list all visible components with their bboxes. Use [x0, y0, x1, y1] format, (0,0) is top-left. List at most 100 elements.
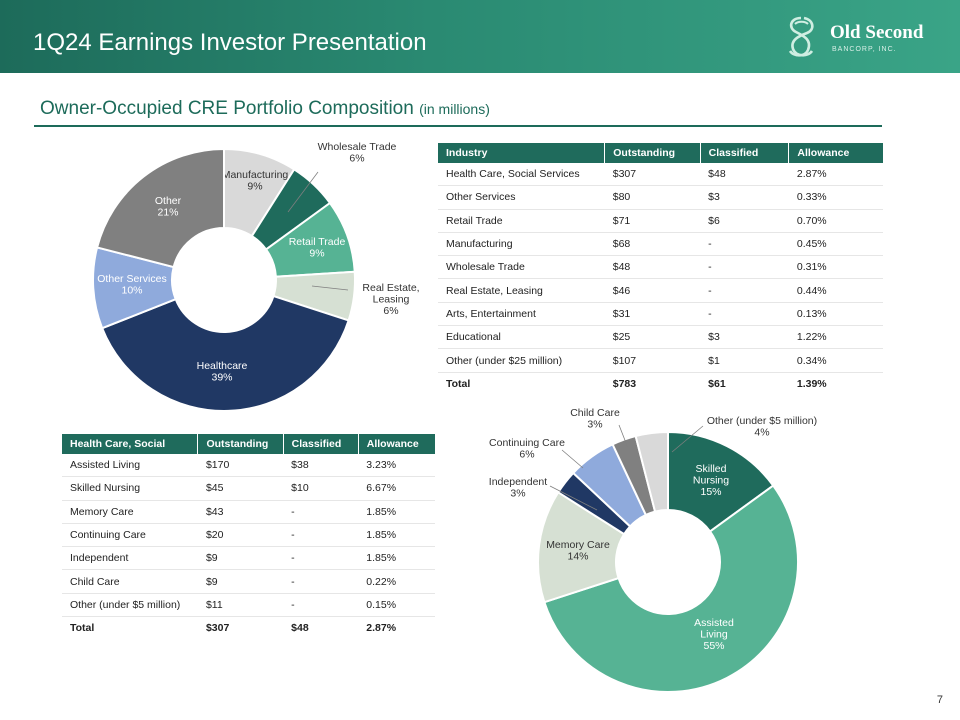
column-header: Outstanding	[604, 143, 701, 163]
table-cell: Manufacturing	[438, 232, 605, 257]
title-bar: 1Q24 Earnings Investor Presentation Old …	[0, 0, 960, 73]
page-number: 7	[936, 694, 943, 706]
slice-label: Memory Care 14%	[546, 539, 610, 563]
table-cell: 1.22%	[788, 325, 883, 350]
table-row: Educational $25 $3 1.22%	[438, 325, 883, 350]
slice-label: Child Care 3%	[570, 407, 620, 431]
slice-name: Continuing Care	[489, 437, 565, 449]
healthcare-table: Health Care, Social Outstanding Classified…	[62, 434, 435, 639]
column-header: Allowance	[788, 143, 883, 163]
slice-other-under-5-million	[634, 430, 669, 513]
table-cell: Other Services	[438, 185, 605, 210]
table-cell: $11	[197, 593, 284, 618]
slice-memory-care	[537, 490, 626, 604]
table-cell: Other (under $5 million)	[62, 593, 198, 618]
section-divider	[34, 125, 882, 127]
table-cell: $6	[700, 209, 789, 233]
slice-percent: 6%	[383, 305, 398, 317]
table-row: Manufacturing $68-0.45%	[438, 232, 883, 257]
table-row: Memory Care $43-1.85%	[62, 500, 435, 524]
table-cell: -	[283, 546, 359, 571]
table-cell: 0.31%	[788, 255, 883, 280]
slice-label: Other Services 10%	[97, 273, 166, 297]
industry-table: Industry Outstanding Classified Allowance H…	[438, 143, 883, 395]
table-row: Real Estate, Leasing $46-0.44%	[438, 278, 883, 303]
table-cell: Child Care	[62, 569, 198, 594]
table-cell: $1	[700, 348, 789, 373]
table-cell: $20	[197, 523, 284, 548]
slice-label: Other (under $5 million) 4%	[707, 415, 817, 439]
slice-name: Other (under $5 million)	[707, 415, 817, 427]
slice-name: Retail Trade	[289, 236, 346, 248]
section-unit: (in millions)	[419, 101, 490, 117]
table-cell: $45	[197, 476, 284, 501]
slice-name: Assisted	[694, 617, 734, 629]
table-row: Arts, Entertainment $31-0.13%	[438, 302, 883, 327]
total-row: Total $307 $48 2.87%	[62, 617, 435, 640]
table-cell: Assisted Living	[62, 454, 198, 478]
slice-percent: 3%	[510, 488, 525, 500]
slice-name: Real Estate,	[362, 282, 419, 294]
table-cell: 0.70%	[788, 209, 883, 233]
table-cell: $170	[197, 454, 284, 478]
logo-name: Old Second	[830, 22, 924, 43]
table-header-row: Industry Outstanding Classified Allowance	[438, 143, 883, 163]
slice-assisted-living	[543, 484, 799, 693]
section-title: Owner-Occupied CRE Portfolio Composition…	[40, 98, 490, 120]
slice-percent: 14%	[567, 551, 588, 563]
table-cell: Retail Trade	[438, 209, 605, 233]
table-cell: Continuing Care	[62, 523, 198, 548]
total-row: Total $783 $61 1.39%	[438, 372, 883, 395]
slice-percent: 55%	[703, 640, 724, 652]
slice-percent: 9%	[309, 248, 324, 260]
table-cell: -	[283, 569, 359, 594]
table-cell: -	[283, 500, 359, 524]
table-cell: -	[700, 255, 789, 280]
column-header: Outstanding	[197, 434, 284, 454]
table-row: Wholesale Trade $48-0.31%	[438, 255, 883, 280]
slice-name: Other	[155, 195, 182, 207]
table-cell: 1.85%	[358, 546, 435, 571]
table-row: Other Services $80 $3 0.33%	[438, 185, 883, 210]
table-cell: $43	[197, 500, 284, 524]
slice-other	[95, 147, 225, 269]
table-cell: Skilled Nursing	[62, 476, 198, 501]
slice-label: Assisted Living 55%	[694, 617, 734, 652]
slice-label: Retail Trade 9%	[289, 236, 346, 260]
table-cell: $31	[604, 302, 701, 327]
slice-percent: 6%	[519, 449, 534, 461]
table-cell: 2.87%	[366, 622, 397, 635]
column-header: Allowance	[358, 434, 435, 454]
slice-label: Manufacturing 9%	[222, 169, 289, 193]
table-row: Health Care, Social Services $307 $48 2.87%	[438, 163, 883, 187]
slice-label: Real Estate, Leasing 6%	[362, 282, 419, 317]
table-cell: 0.33%	[788, 185, 883, 210]
table-cell: 3.23%	[358, 454, 435, 478]
leader-line	[549, 485, 598, 511]
presentation-title: 1Q24 Earnings Investor Presentation	[33, 29, 427, 56]
table-cell: Independent	[62, 546, 198, 571]
table-cell: 6.67%	[358, 476, 435, 501]
column-header: Classified	[283, 434, 359, 454]
slice-name: Manufacturing	[222, 169, 289, 181]
slice-label: Continuing Care 6%	[489, 437, 565, 461]
logo-subtitle: BANCORP, INC.	[832, 46, 897, 53]
slice-label: Skilled Nursing 15%	[693, 463, 729, 498]
slice-name: Nursing	[693, 475, 729, 487]
table-cell: $80	[604, 185, 701, 210]
slice-label: Healthcare 39%	[197, 360, 248, 384]
slice-label: Other 21%	[155, 195, 182, 219]
table-cell: $783	[612, 377, 637, 390]
table-cell: $3	[700, 325, 789, 350]
slice-name: Memory Care	[546, 539, 610, 551]
slice-percent: 21%	[157, 207, 178, 219]
slice-name: Wholesale Trade	[318, 141, 397, 153]
table-cell: $9	[197, 569, 284, 594]
leader-line	[671, 425, 704, 453]
slice-label: Independent 3%	[489, 476, 547, 500]
table-cell: Memory Care	[62, 500, 198, 524]
slice-healthcare	[100, 294, 350, 412]
table-cell: -	[700, 232, 789, 257]
table-cell: 1.39%	[796, 377, 827, 390]
table-row: Assisted Living $170 $38 3.23%	[62, 454, 435, 478]
